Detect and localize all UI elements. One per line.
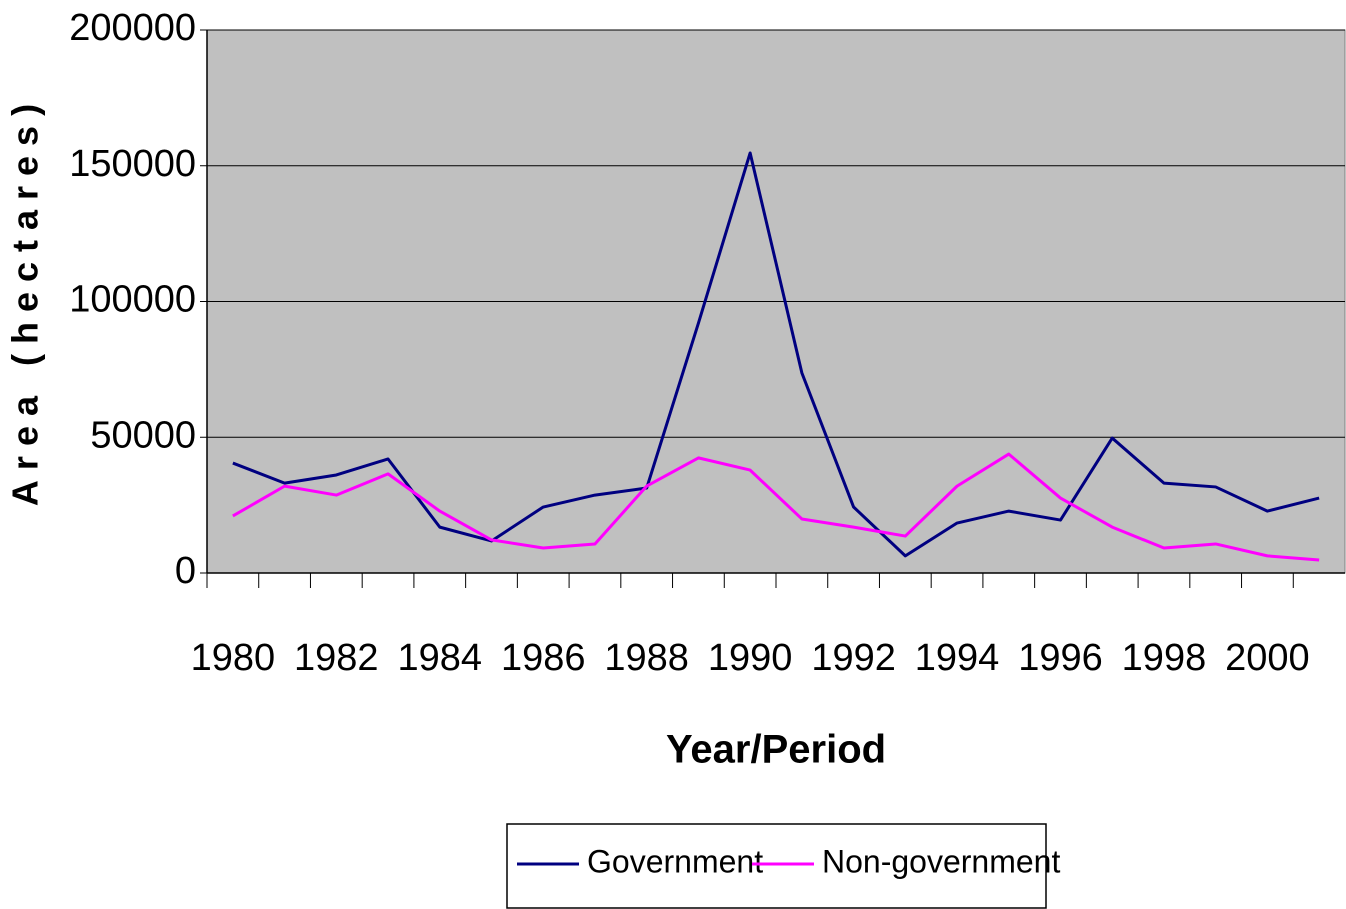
y-tick-label: 100000 bbox=[69, 279, 196, 321]
x-axis-title: Year/Period bbox=[666, 728, 886, 772]
y-tick-label: 0 bbox=[175, 550, 196, 592]
series-line bbox=[232, 452, 1320, 562]
x-tick-label: 1998 bbox=[1122, 637, 1207, 679]
y-tick-label: 150000 bbox=[69, 143, 196, 185]
legend-label: Government bbox=[587, 843, 763, 879]
x-tick-label: 1994 bbox=[915, 637, 1000, 679]
x-tick-label: 1990 bbox=[708, 637, 793, 679]
y-axis-title: Area (hectares) bbox=[5, 94, 46, 506]
x-tick-label: 1984 bbox=[397, 637, 482, 679]
legend-box bbox=[506, 823, 1047, 909]
x-tick-label: 1980 bbox=[191, 637, 276, 679]
x-tick-label: 2000 bbox=[1225, 637, 1310, 679]
y-tick-label: 200000 bbox=[69, 7, 196, 49]
x-tick-label: 1988 bbox=[604, 637, 689, 679]
x-tick-label: 1992 bbox=[811, 637, 896, 679]
x-tick-label: 1996 bbox=[1018, 637, 1103, 679]
x-tick-label: 1986 bbox=[501, 637, 586, 679]
x-tick-label: 1982 bbox=[294, 637, 379, 679]
legend-label: Non-government bbox=[822, 843, 1060, 879]
y-tick-label: 50000 bbox=[90, 414, 196, 456]
